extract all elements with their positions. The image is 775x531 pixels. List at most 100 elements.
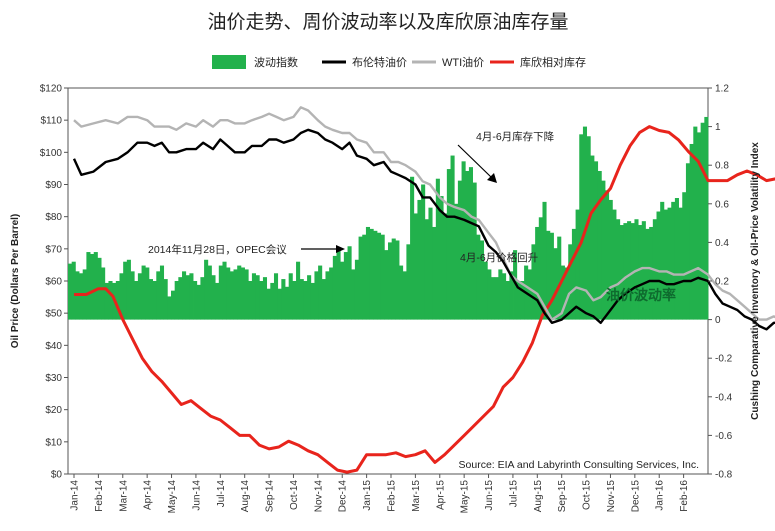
volatility-bar bbox=[229, 271, 234, 320]
volatility-bar bbox=[450, 155, 455, 320]
volatility-bar bbox=[262, 277, 268, 320]
volatility-bar bbox=[362, 234, 367, 320]
volatility-bar bbox=[432, 226, 437, 320]
volatility-bar bbox=[546, 230, 551, 320]
volatility-bar bbox=[376, 232, 382, 320]
volatility-bar bbox=[115, 281, 120, 320]
volatility-bar bbox=[483, 261, 488, 320]
x-tick-label: Dec-15 bbox=[630, 480, 641, 513]
volatility-bar bbox=[270, 282, 275, 320]
annotation-inventory-drop-arrow bbox=[457, 144, 492, 178]
volatility-bar bbox=[211, 275, 216, 320]
brent-line bbox=[72, 128, 775, 331]
x-tick-label: Apr-14 bbox=[143, 480, 154, 510]
volatility-bar bbox=[395, 240, 400, 320]
volatility-bar bbox=[288, 273, 293, 320]
volatility-bar bbox=[476, 234, 481, 320]
volatility-bar bbox=[365, 226, 371, 320]
volatility-bar bbox=[329, 267, 334, 320]
volatility-bar bbox=[568, 244, 573, 320]
right-tick-label: 1 bbox=[715, 122, 721, 133]
volatility-bar bbox=[421, 184, 426, 320]
volatility-bar bbox=[251, 273, 256, 320]
volatility-bar bbox=[152, 281, 157, 320]
right-tick-label: -0.4 bbox=[715, 392, 733, 403]
volatility-bar bbox=[332, 255, 337, 320]
right-axis-ticks: -0.8 -0.6 -0.4 -0.2 0 0.2 0.4 0.6 0.8 1 1.2 bbox=[708, 84, 733, 481]
volatility-bar bbox=[137, 273, 142, 320]
volatility-bar bbox=[189, 273, 194, 320]
x-tick-label: Mar-15 bbox=[411, 480, 422, 512]
volatility-bar bbox=[215, 282, 220, 320]
volatility-bar bbox=[461, 161, 466, 320]
volatility-bar bbox=[487, 269, 492, 320]
volatility-bar bbox=[593, 161, 599, 320]
right-tick-label: 1.2 bbox=[715, 84, 729, 95]
volatility-bar bbox=[704, 116, 709, 320]
volatility-bar bbox=[627, 221, 632, 320]
volatility-bar bbox=[623, 223, 628, 320]
left-tick-label: $100 bbox=[40, 148, 63, 159]
volatility-bar bbox=[119, 273, 124, 320]
volatility-bar bbox=[145, 267, 150, 320]
x-tick-label: Nov-14 bbox=[313, 480, 324, 513]
x-tick-label: Jan-16 bbox=[655, 480, 666, 511]
x-tick-label: Feb-16 bbox=[679, 480, 690, 512]
volatility-bar bbox=[380, 234, 385, 320]
annotation-inventory-drop-text: 4月-6月库存下降 bbox=[476, 130, 555, 143]
volatility-bar bbox=[108, 281, 113, 320]
volatility-bar bbox=[86, 252, 91, 320]
right-tick-label: 0.4 bbox=[715, 238, 729, 249]
volatility-bar bbox=[542, 201, 547, 320]
left-tick-label: $110 bbox=[40, 116, 62, 127]
volatility-bar bbox=[244, 269, 249, 320]
volatility-bar bbox=[571, 228, 576, 320]
volatility-bar bbox=[689, 143, 694, 320]
volatility-bar bbox=[255, 275, 260, 320]
volatility-bar bbox=[68, 263, 73, 320]
x-tick-label: Jul-15 bbox=[508, 480, 519, 508]
volatility-bar bbox=[682, 192, 687, 320]
right-tick-label: 0.8 bbox=[715, 161, 729, 172]
volatility-bar bbox=[373, 230, 378, 320]
volatility-bar bbox=[310, 282, 315, 320]
volatility-bar bbox=[196, 284, 201, 320]
volatility-bar bbox=[619, 225, 624, 320]
volatility-bar bbox=[90, 253, 95, 320]
volatility-bar bbox=[446, 169, 451, 320]
right-tick-label: -0.8 bbox=[715, 470, 733, 481]
right-axis-title: Cushing Comparative Inventory & Oil-Pric… bbox=[750, 142, 761, 420]
x-tick-label: Mar-14 bbox=[118, 480, 129, 512]
annotation-price-rebound: 4月-6月价格回升 bbox=[460, 251, 538, 264]
volatility-bar bbox=[638, 225, 643, 320]
volatility-bar bbox=[413, 213, 418, 320]
annotation-inventory-drop-arrowhead bbox=[487, 173, 497, 183]
volatility-bar bbox=[391, 238, 396, 320]
volatility-bar bbox=[531, 244, 536, 320]
legend: 波动指数 布伦特油价 WTI油价 库欣相对库存 bbox=[212, 55, 586, 69]
source-note: Source: EIA and Labyrinth Consulting Ser… bbox=[459, 459, 699, 471]
annotation-opec-text: 2014年11月28日，OPEC会议 bbox=[148, 243, 287, 256]
x-tick-label: Sep-15 bbox=[557, 480, 568, 513]
volatility-bar bbox=[586, 136, 591, 320]
left-tick-label: $40 bbox=[45, 341, 62, 352]
volatility-bar bbox=[560, 265, 565, 320]
volatility-bar bbox=[79, 273, 84, 320]
volatility-bar bbox=[505, 281, 510, 320]
volatility-bar bbox=[612, 209, 617, 320]
x-tick-label: Feb-15 bbox=[387, 480, 398, 512]
left-tick-label: $70 bbox=[45, 244, 62, 255]
volatility-bar bbox=[557, 236, 562, 320]
volatility-bar bbox=[696, 132, 702, 320]
volatility-bar bbox=[498, 269, 503, 320]
volatility-bar bbox=[156, 271, 161, 320]
volatility-bar bbox=[663, 209, 668, 320]
volatility-bar bbox=[226, 267, 231, 320]
x-tick-label: Nov-15 bbox=[606, 480, 617, 513]
x-tick-label: Oct-15 bbox=[582, 480, 593, 510]
x-axis-ticks: Jan-14 Feb-14 Mar-14 Apr-14 May-14 Jun-14 Jul-… bbox=[70, 474, 690, 513]
volatility-bar bbox=[439, 196, 444, 320]
volatility-bar bbox=[590, 155, 595, 320]
series-lines bbox=[72, 106, 775, 474]
volatility-bar bbox=[424, 219, 429, 320]
